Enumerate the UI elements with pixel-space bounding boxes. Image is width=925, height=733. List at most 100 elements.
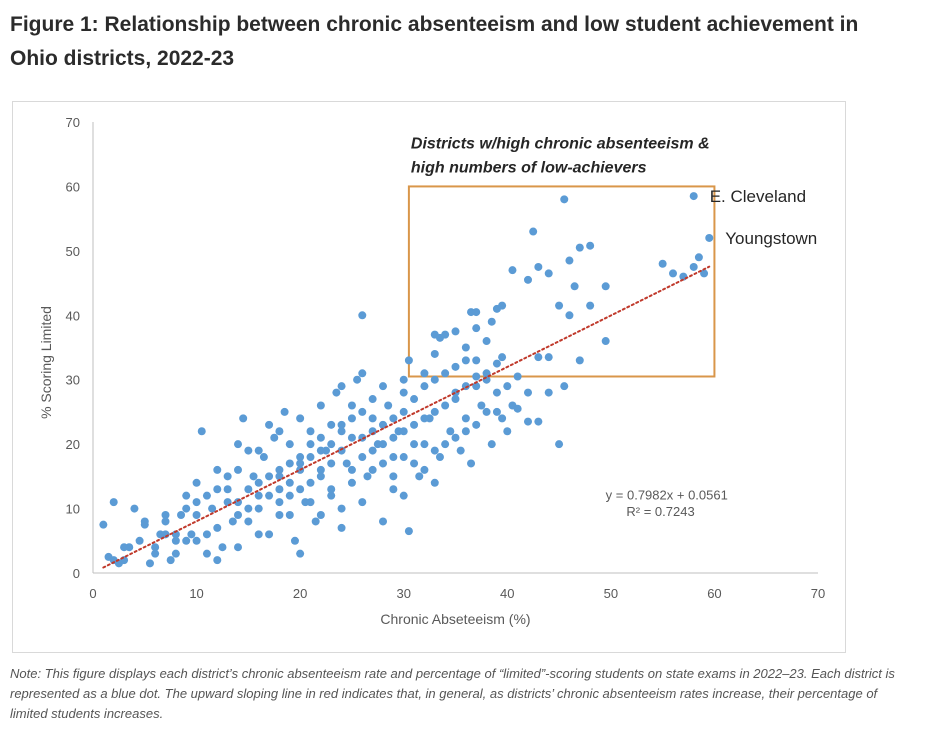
data-point	[575, 356, 584, 365]
points-layer	[99, 192, 714, 568]
data-point	[492, 359, 501, 368]
data-point	[265, 491, 274, 500]
data-point	[451, 395, 460, 404]
data-point	[109, 498, 118, 507]
chart-frame: 0 10 20 30 40 50 60 70 0 10 20 30 40 50 60 70 Chronic Ab…	[12, 101, 846, 653]
data-point	[182, 536, 191, 545]
data-point	[379, 440, 387, 449]
data-point	[363, 472, 372, 481]
data-point	[166, 556, 175, 565]
data-point	[420, 465, 429, 474]
data-point	[161, 511, 170, 520]
data-point	[358, 498, 367, 507]
data-point	[565, 256, 574, 265]
data-point	[337, 446, 346, 455]
data-point	[296, 459, 305, 468]
data-point	[213, 465, 222, 474]
data-point	[399, 407, 408, 416]
data-point	[560, 195, 569, 204]
data-point	[275, 485, 284, 494]
highlight-label-line1: Districts w/high chronic absenteeism &	[411, 135, 710, 152]
data-point	[135, 536, 144, 545]
highlight-box	[407, 185, 716, 378]
data-point	[529, 227, 538, 236]
data-point	[290, 536, 299, 545]
data-point	[487, 317, 496, 326]
data-point	[332, 388, 341, 397]
data-point	[441, 369, 450, 378]
data-point	[586, 301, 595, 310]
data-point	[430, 478, 439, 487]
data-point	[316, 465, 325, 474]
data-point	[187, 530, 196, 539]
data-point	[171, 530, 180, 539]
data-point	[534, 353, 543, 362]
data-point	[472, 324, 481, 333]
data-point	[120, 556, 129, 565]
data-point	[280, 407, 289, 416]
data-point	[420, 414, 429, 423]
data-point	[420, 440, 429, 449]
data-point	[192, 511, 201, 520]
data-point	[254, 504, 263, 513]
data-point	[368, 414, 377, 423]
data-point	[658, 259, 667, 268]
trendline	[102, 265, 711, 569]
data-point	[213, 556, 222, 565]
data-point	[140, 517, 149, 526]
data-point	[420, 382, 429, 391]
data-point	[223, 472, 232, 481]
data-point	[151, 549, 160, 558]
data-point	[259, 453, 268, 462]
data-point	[689, 192, 698, 201]
data-point	[389, 433, 398, 442]
data-point	[244, 504, 253, 513]
data-point	[404, 527, 413, 536]
data-point	[254, 530, 263, 539]
trendline-r-squared: R² = 0.7243	[626, 504, 694, 519]
x-tick-label: 60	[707, 586, 721, 601]
data-point	[213, 485, 222, 494]
data-point	[477, 401, 486, 410]
data-point	[192, 498, 201, 507]
data-point	[399, 375, 408, 384]
data-point	[182, 491, 191, 500]
data-point	[347, 465, 356, 474]
highlight-label-line2: high numbers of low-achievers	[411, 159, 647, 176]
data-point	[399, 491, 408, 500]
data-point	[503, 427, 512, 436]
data-point	[244, 485, 253, 494]
data-point	[285, 511, 294, 520]
data-point	[586, 241, 595, 250]
data-point	[265, 530, 274, 539]
data-point	[410, 395, 419, 404]
data-point	[285, 491, 294, 500]
data-point	[461, 414, 470, 423]
data-point	[285, 459, 294, 468]
data-point	[565, 311, 574, 320]
data-point	[472, 356, 481, 365]
data-point	[202, 491, 211, 500]
data-point	[492, 388, 501, 397]
trendline-layer	[102, 265, 711, 569]
data-point	[337, 427, 346, 436]
data-point	[451, 433, 460, 442]
data-point	[544, 269, 553, 278]
data-point	[327, 491, 336, 500]
x-tick-label: 50	[604, 586, 618, 601]
data-point	[482, 337, 491, 346]
data-point	[254, 446, 263, 455]
data-point	[415, 472, 424, 481]
data-point	[218, 543, 227, 552]
data-point	[498, 353, 507, 362]
data-point	[368, 395, 377, 404]
data-point	[316, 511, 325, 520]
data-point	[285, 440, 294, 449]
x-tick-label: 20	[293, 586, 307, 601]
data-point	[461, 343, 470, 352]
data-point	[379, 517, 387, 526]
data-point	[213, 523, 222, 532]
x-tick-label: 70	[811, 586, 825, 601]
data-point	[120, 543, 129, 552]
